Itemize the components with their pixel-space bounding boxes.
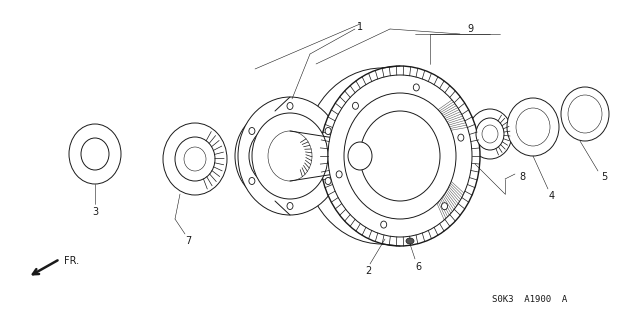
- Text: 4: 4: [549, 191, 555, 201]
- Ellipse shape: [175, 137, 215, 181]
- Ellipse shape: [325, 128, 331, 135]
- Ellipse shape: [348, 142, 372, 170]
- Text: 6: 6: [415, 262, 421, 272]
- Ellipse shape: [249, 177, 255, 184]
- Ellipse shape: [468, 109, 512, 159]
- Ellipse shape: [249, 127, 301, 185]
- Ellipse shape: [304, 68, 460, 244]
- Ellipse shape: [353, 102, 358, 109]
- Ellipse shape: [476, 118, 504, 150]
- Ellipse shape: [507, 98, 559, 156]
- Ellipse shape: [320, 66, 480, 246]
- Ellipse shape: [81, 138, 109, 170]
- Ellipse shape: [413, 84, 419, 91]
- Ellipse shape: [561, 87, 609, 141]
- Text: 2: 2: [365, 266, 371, 276]
- Ellipse shape: [406, 238, 414, 244]
- Ellipse shape: [69, 124, 121, 184]
- Ellipse shape: [252, 113, 328, 199]
- Ellipse shape: [442, 203, 447, 210]
- Text: S0K3  A1900  A: S0K3 A1900 A: [492, 294, 568, 303]
- Ellipse shape: [336, 171, 342, 178]
- Ellipse shape: [344, 93, 456, 219]
- Ellipse shape: [328, 75, 472, 237]
- Ellipse shape: [287, 203, 293, 210]
- Ellipse shape: [325, 177, 331, 184]
- Text: 9: 9: [467, 24, 473, 34]
- Ellipse shape: [163, 123, 227, 195]
- Ellipse shape: [327, 94, 437, 218]
- Ellipse shape: [238, 97, 342, 215]
- Text: 3: 3: [92, 207, 98, 217]
- Ellipse shape: [458, 134, 464, 141]
- Ellipse shape: [249, 128, 255, 135]
- Ellipse shape: [184, 147, 206, 171]
- Ellipse shape: [360, 111, 440, 201]
- Ellipse shape: [516, 108, 550, 146]
- Ellipse shape: [235, 111, 315, 201]
- Text: 7: 7: [185, 236, 191, 246]
- Text: 5: 5: [601, 172, 607, 182]
- Ellipse shape: [287, 102, 293, 109]
- Ellipse shape: [381, 221, 387, 228]
- Ellipse shape: [482, 125, 498, 143]
- Text: 1: 1: [357, 22, 363, 32]
- Text: 8: 8: [519, 172, 525, 182]
- Ellipse shape: [568, 95, 602, 133]
- Text: FR.: FR.: [65, 256, 79, 266]
- Ellipse shape: [268, 131, 312, 181]
